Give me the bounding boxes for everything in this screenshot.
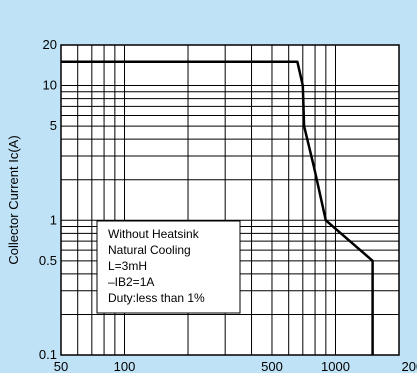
y-tick-label-0.1: 0.1 [39,347,57,362]
annotation-line-4: –IB2=1A [108,275,154,289]
annotation-line-1: Without Heatsink [108,227,200,241]
series-line [61,60,374,355]
y-tick-labels: 0.1 0.5 1 5 10 20 [39,37,57,362]
y-tick-label-20: 20 [43,37,57,52]
x-tick-label-50: 50 [54,359,68,373]
x-tick-labels: 50 100 500 1000 2000 [54,359,417,373]
y-axis-label: Collector Current Ic(A) [6,135,21,264]
y-tick-label-0.5: 0.5 [39,253,57,268]
plot-frame [60,44,400,356]
annotation-line-3: L=3mH [108,259,147,273]
x-tick-label-2000: 2000 [402,359,417,373]
annotation-box: Without Heatsink Natural Cooling L=3mH –… [96,220,241,314]
y-tick-label-5: 5 [50,118,57,133]
x-tick-label-1000: 1000 [321,359,350,373]
y-tick-label-10: 10 [43,78,57,93]
x-tick-label-500: 500 [261,359,283,373]
x-tick-label-100: 100 [114,359,136,373]
annotation-line-5: Duty:less than 1% [108,291,205,305]
annotation-line-2: Natural Cooling [108,243,191,257]
y-tick-label-1: 1 [50,212,57,227]
